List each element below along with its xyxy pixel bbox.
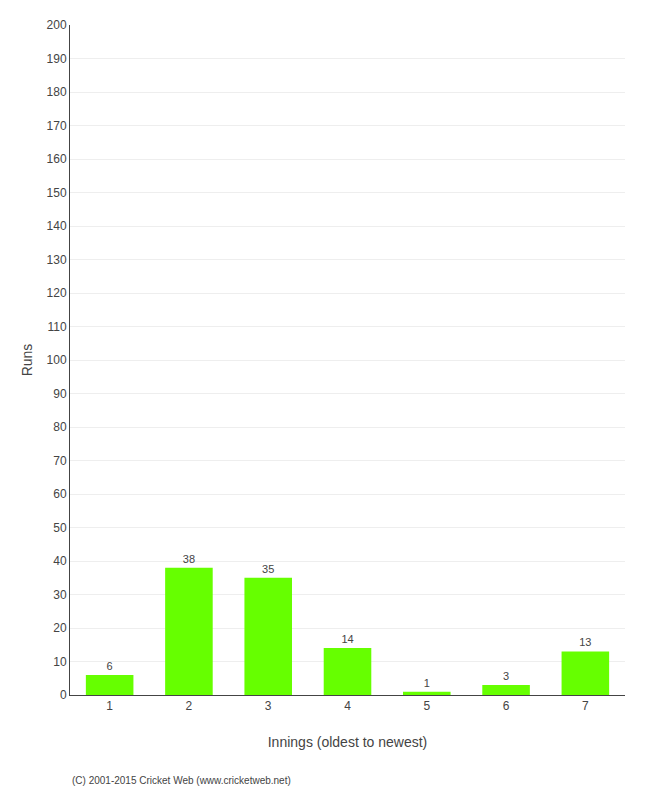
svg-text:90: 90 xyxy=(53,387,67,401)
svg-text:80: 80 xyxy=(53,420,67,434)
svg-text:0: 0 xyxy=(60,688,67,702)
svg-text:35: 35 xyxy=(262,563,274,575)
svg-text:Runs: Runs xyxy=(19,344,35,377)
svg-text:1: 1 xyxy=(424,677,430,689)
svg-text:100: 100 xyxy=(47,353,67,367)
svg-text:120: 120 xyxy=(47,286,67,300)
svg-text:50: 50 xyxy=(53,521,67,535)
svg-text:6: 6 xyxy=(503,699,510,713)
svg-text:40: 40 xyxy=(53,554,67,568)
svg-text:160: 160 xyxy=(47,152,67,166)
svg-text:7: 7 xyxy=(582,699,589,713)
svg-text:30: 30 xyxy=(53,588,67,602)
svg-text:20: 20 xyxy=(53,621,67,635)
svg-text:110: 110 xyxy=(47,320,66,334)
svg-text:2: 2 xyxy=(186,699,193,713)
svg-text:60: 60 xyxy=(53,487,67,501)
svg-text:70: 70 xyxy=(53,454,67,468)
svg-text:1: 1 xyxy=(106,699,113,713)
svg-text:150: 150 xyxy=(47,186,67,200)
svg-text:180: 180 xyxy=(47,85,67,99)
svg-text:190: 190 xyxy=(47,52,67,66)
svg-text:6: 6 xyxy=(107,660,113,672)
svg-text:4: 4 xyxy=(344,699,351,713)
svg-text:Innings (oldest to newest): Innings (oldest to newest) xyxy=(268,734,428,750)
svg-text:5: 5 xyxy=(423,699,430,713)
svg-text:140: 140 xyxy=(47,219,67,233)
svg-text:3: 3 xyxy=(265,699,272,713)
svg-text:10: 10 xyxy=(53,655,67,669)
svg-text:(C) 2001-2015 Cricket Web (www: (C) 2001-2015 Cricket Web (www.cricketwe… xyxy=(72,775,291,786)
svg-text:38: 38 xyxy=(183,553,195,565)
svg-text:170: 170 xyxy=(47,119,67,133)
svg-text:200: 200 xyxy=(47,18,67,32)
svg-text:14: 14 xyxy=(341,633,353,645)
svg-text:3: 3 xyxy=(503,670,509,682)
svg-text:130: 130 xyxy=(47,253,67,267)
svg-text:13: 13 xyxy=(579,636,591,648)
